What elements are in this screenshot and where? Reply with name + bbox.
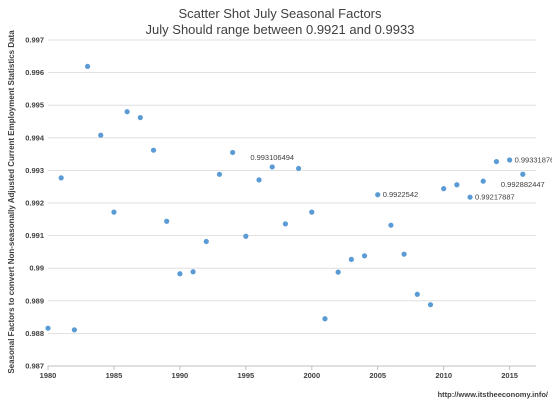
data-point — [111, 209, 117, 215]
data-label: 0.993106494 — [250, 153, 294, 162]
data-point — [58, 175, 64, 181]
data-point — [348, 256, 354, 262]
axes — [47, 365, 536, 370]
data-label: 0.99217887 — [475, 193, 515, 202]
data-point — [361, 253, 368, 259]
data-point — [493, 158, 500, 165]
data-point — [335, 269, 341, 275]
gridlines — [48, 39, 536, 367]
x-tick-label: 1995 — [237, 371, 254, 380]
y-tick-label: 0.997 — [25, 36, 44, 45]
data-label: 0.993318762 — [515, 156, 552, 165]
data-point — [243, 233, 249, 239]
y-tick-labels: 0.987 0.988 0.989 0.99 0.991 0.992 0.993 0.994 0… — [25, 36, 45, 371]
source-url: http://www.itstheeconomy.info/ — [438, 390, 549, 399]
x-tick-label: 1980 — [40, 371, 57, 380]
data-point — [388, 222, 394, 228]
data-point — [150, 147, 157, 153]
data-point — [84, 63, 91, 70]
data-label: 0.992882447 — [501, 180, 545, 189]
y-tick-label: 0.989 — [25, 296, 44, 305]
x-tick-label: 2005 — [369, 371, 386, 380]
y-tick-label: 0.992 — [25, 199, 44, 208]
data-point — [375, 192, 381, 198]
chart-subtitle: July Should range between 0.9921 and 0.9… — [146, 22, 415, 37]
data-point — [507, 157, 513, 163]
data-point — [71, 327, 77, 333]
data-point — [467, 194, 473, 200]
data-point — [480, 178, 486, 184]
data-point — [282, 221, 289, 227]
y-tick-label: 0.988 — [25, 329, 44, 338]
data-point — [45, 325, 51, 331]
data-point — [295, 165, 302, 172]
data-point — [454, 182, 460, 188]
data-point — [177, 271, 183, 277]
y-tick-label: 0.991 — [25, 231, 44, 240]
data-point — [203, 238, 209, 245]
data-point — [230, 149, 236, 156]
data-point — [269, 164, 275, 170]
chart-title: Scatter Shot July Seasonal Factors — [178, 6, 382, 21]
y-tick-label: 0.994 — [25, 133, 45, 142]
x-tick-label: 2015 — [501, 371, 518, 380]
data-point — [401, 251, 407, 257]
x-tick-labels: 1980 1985 1990 1995 2000 2005 2010 2015 — [40, 371, 518, 380]
x-tick-label: 2000 — [303, 371, 320, 380]
x-tick-label: 1985 — [106, 371, 123, 380]
data-label: 0.9922542 — [383, 190, 418, 199]
y-tick-label: 0.987 — [25, 362, 44, 371]
data-point — [164, 218, 170, 224]
y-axis-title: Seasonal Factors to convert Non-seasonal… — [7, 30, 16, 374]
data-point — [98, 132, 104, 138]
data-point — [190, 269, 196, 275]
y-tick-label: 0.996 — [25, 68, 44, 77]
data-point — [309, 209, 315, 215]
data-labels: 0.993106494 0.9922542 0.99217887 0.99331876… — [250, 153, 552, 202]
y-tick-label: 0.995 — [25, 101, 44, 110]
data-point — [137, 114, 143, 121]
data-points — [45, 63, 526, 333]
data-point — [427, 302, 434, 308]
y-tick-label: 0.993 — [25, 166, 44, 175]
data-point — [216, 171, 223, 177]
data-point — [441, 186, 447, 192]
data-point — [414, 291, 420, 297]
x-tick-label: 1990 — [172, 371, 189, 380]
data-point — [520, 171, 526, 177]
x-tick-label: 2010 — [435, 371, 452, 380]
data-point — [256, 177, 262, 183]
data-point — [322, 316, 328, 322]
data-point — [124, 109, 130, 115]
y-tick-label: 0.99 — [29, 264, 44, 273]
